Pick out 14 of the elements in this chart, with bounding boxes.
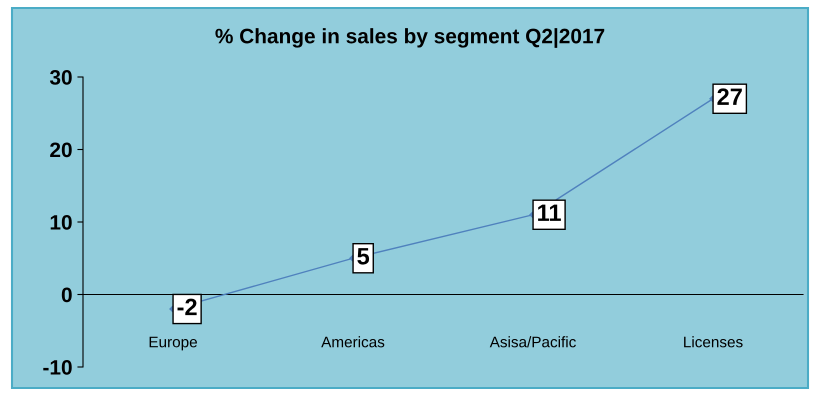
data-label: 11 (538, 204, 561, 221)
chart-title: % Change in sales by segment Q2|2017 (215, 28, 604, 48)
x-tick-label: Americas (321, 336, 384, 348)
x-tick-label: Europe (150, 336, 197, 350)
y-tick-label: -10 (43, 360, 72, 375)
x-tick-label: Licenses (684, 336, 743, 348)
x-tick-label: Asisa/Pacific (490, 336, 576, 348)
y-tick-label: 20 (50, 142, 72, 158)
y-tick-label: 30 (50, 70, 72, 85)
y-tick-label: 10 (50, 215, 72, 230)
y-tick-label: 0 (62, 288, 72, 302)
data-label: -2 (178, 298, 197, 316)
data-label: 5 (357, 248, 370, 265)
data-label: 27 (717, 88, 742, 105)
